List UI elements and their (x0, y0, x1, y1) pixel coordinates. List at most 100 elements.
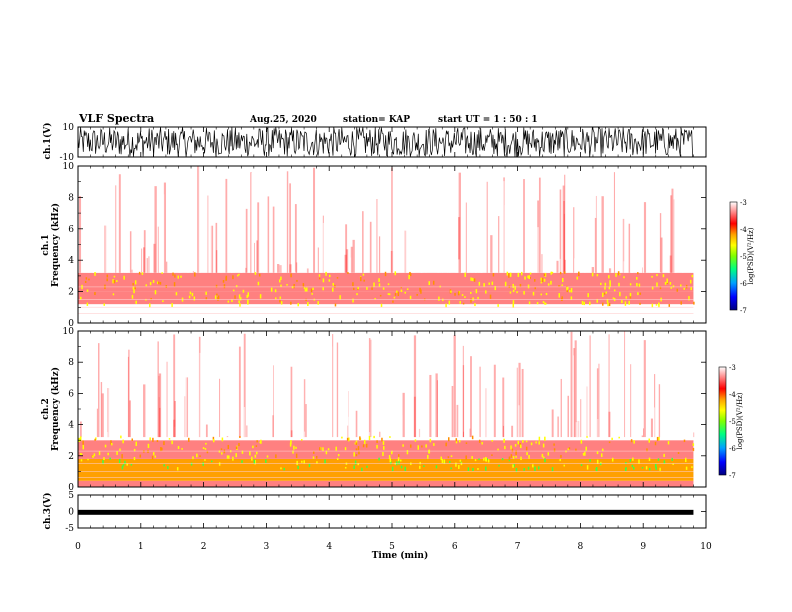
spectrogram-speckle (94, 272, 96, 276)
spectrogram-speckle (238, 294, 241, 299)
spectrogram-speckle (205, 297, 208, 301)
spectrogram-speckle (85, 277, 88, 280)
spectrogram-speckle (677, 452, 680, 454)
spectrogram-streak (399, 408, 402, 438)
spectrogram-speckle (470, 298, 472, 303)
spectrogram-streak (486, 181, 488, 273)
spectrogram-speckle (441, 458, 444, 464)
spectrogram-streak (193, 232, 195, 273)
spectrogram-speckle (249, 451, 251, 456)
spectrogram-speckle (212, 436, 215, 440)
spectrogram-streak (478, 170, 480, 273)
spectrogram-speckle (390, 461, 392, 465)
spectrogram-speckle (362, 273, 365, 276)
spectrogram-speckle (227, 300, 230, 303)
y-tick-label-3-1: 0 (68, 508, 74, 518)
spectrogram-streak (258, 373, 262, 438)
spectrogram-speckle (109, 457, 111, 460)
spectrogram-speckle (84, 280, 87, 284)
spectrogram-speckle (560, 454, 562, 458)
spectrogram-streak (245, 267, 247, 273)
spectrogram-speckle (471, 277, 474, 282)
spectrogram-speckle (464, 296, 466, 298)
spectrogram-streak (413, 335, 417, 438)
spectrogram-speckle (292, 450, 294, 454)
spectrogram-streak (277, 264, 280, 273)
spectrogram-speckle (307, 301, 309, 307)
spectrogram-streak (126, 214, 129, 273)
spectrogram-speckle (159, 281, 162, 285)
spectrogram-speckle (540, 277, 542, 281)
spectrogram-speckle (181, 448, 183, 450)
spectrogram-streak (225, 240, 228, 273)
spectrogram-speckle (141, 272, 144, 275)
spectrogram-streak (418, 411, 420, 438)
spectrogram-speckle (192, 456, 194, 460)
spectrogram-streak (313, 167, 316, 273)
spectrogram-streak (620, 250, 621, 273)
spectrogram-streak (307, 377, 309, 438)
spectrogram-speckle (356, 293, 358, 296)
spectrogram-streak (259, 169, 262, 273)
spectrogram-speckle (629, 283, 632, 286)
colorbar-ch1: -3 -4 -5 -6 -7 log(PSD)(V²/Hz) (729, 199, 755, 315)
spectrogram-speckle (487, 459, 490, 463)
spectrogram-speckle (532, 464, 534, 468)
spectrogram-streak (682, 435, 686, 438)
spectrogram-speckle (465, 455, 467, 460)
spectrogram-streak (576, 349, 580, 438)
spectrogram-streak (486, 375, 488, 438)
spectrogram-speckle (348, 437, 350, 442)
spectrogram-streak (387, 412, 391, 438)
spectrogram-speckle (270, 287, 273, 292)
spectrogram-streak (502, 377, 505, 438)
spectrogram-streak (447, 244, 449, 273)
spectrogram-speckle (154, 455, 157, 458)
spectrogram-speckle (520, 456, 522, 461)
spectrogram-speckle (491, 281, 494, 285)
spectrogram-speckle (528, 455, 530, 459)
spectrogram-streak (281, 382, 284, 438)
spectrogram-streak (196, 378, 200, 438)
spectrogram-streak (138, 216, 140, 273)
spectrogram-speckle (131, 294, 134, 299)
spectrogram-speckle (433, 443, 435, 446)
spectrogram-speckle (547, 283, 550, 286)
spectrogram-streak (364, 241, 367, 273)
spectrogram-speckle (656, 274, 658, 277)
spectrogram-speckle (651, 275, 653, 278)
spectrogram-streak (439, 234, 441, 273)
spectrogram-speckle (218, 450, 221, 453)
spectrogram-streak (601, 359, 604, 438)
spectrogram-streak (595, 195, 597, 273)
y-tick-label-1-0: 10 (63, 162, 75, 172)
spectrogram-speckle (274, 289, 277, 293)
spectrogram-speckle (398, 454, 400, 457)
spectrogram-speckle (662, 274, 665, 278)
spectrogram-speckle (93, 453, 96, 457)
spectrogram-speckle (637, 272, 639, 275)
spectrogram-streak (366, 341, 368, 438)
spectrogram-streak (397, 185, 400, 273)
spectrogram-speckle (103, 457, 105, 461)
spectrogram-streak (429, 374, 432, 438)
spectrogram-speckle (455, 462, 457, 467)
spectrogram-speckle (194, 272, 196, 277)
spectrogram-speckle (609, 280, 611, 284)
spectrogram-speckle (177, 446, 180, 449)
spectrogram-streak (362, 186, 365, 273)
spectrogram-streak (146, 258, 148, 273)
spectrogram-speckle (619, 292, 621, 297)
spectrogram-streak (663, 349, 665, 438)
spectrogram-streak (651, 254, 654, 273)
spectrogram-streak (118, 174, 121, 273)
spectrogram-streak (556, 262, 559, 273)
spectrogram-speckle (139, 454, 142, 458)
spectrogram-speckle (534, 466, 536, 471)
spectrogram-speckle (223, 284, 226, 289)
spectrogram-band-1-1 (78, 304, 694, 317)
spectrogram-speckle (421, 445, 423, 448)
spectrogram-speckle (135, 300, 137, 304)
spectrogram-speckle (167, 466, 169, 470)
spectrogram-speckle (308, 463, 311, 468)
